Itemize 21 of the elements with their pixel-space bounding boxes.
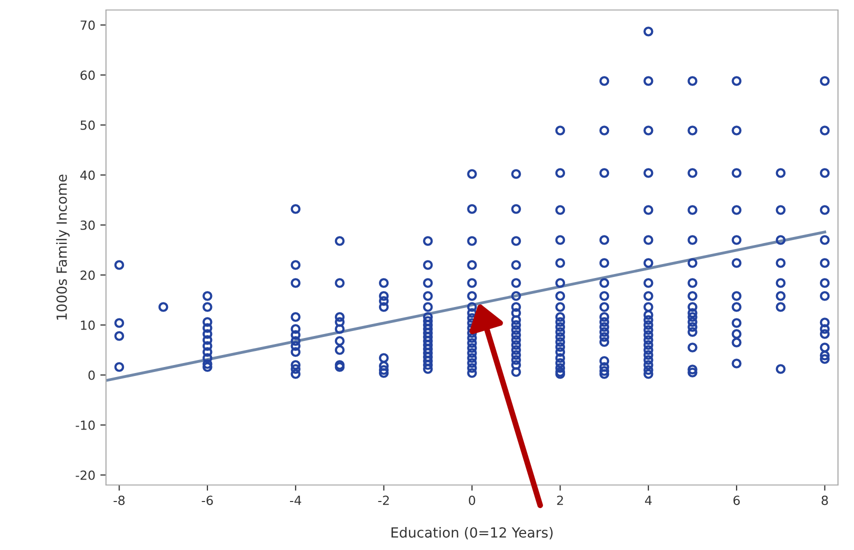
y-tick-label: 0 bbox=[88, 370, 95, 380]
x-tick-label: 0 bbox=[468, 496, 476, 506]
y-tick-label: -10 bbox=[76, 420, 95, 430]
x-tick-label: 4 bbox=[645, 496, 652, 505]
y-tick-label: 10 bbox=[81, 320, 95, 330]
x-tick-label: 2 bbox=[557, 496, 563, 505]
x-tick-label: -2 bbox=[378, 496, 389, 505]
y-tick-label: 60 bbox=[80, 70, 95, 80]
x-tick-label: -4 bbox=[290, 496, 302, 505]
y-tick-label: 50 bbox=[80, 120, 95, 130]
x-tick-label: -6 bbox=[202, 496, 213, 506]
y-tick-label: 20 bbox=[80, 270, 95, 280]
y-tick-label: 40 bbox=[80, 170, 95, 180]
y-tick-label: 30 bbox=[80, 220, 95, 230]
x-tick-label: 6 bbox=[733, 496, 740, 506]
y-tick-label: 70 bbox=[80, 20, 95, 30]
x-tick-label: -8 bbox=[114, 496, 125, 506]
x-tick-label: 8 bbox=[822, 496, 828, 506]
x-axis-title: Education (0=12 Years) bbox=[392, 526, 553, 540]
y-axis-title: 1000s Family Income bbox=[56, 174, 70, 320]
y-tick-label: -20 bbox=[76, 470, 95, 480]
